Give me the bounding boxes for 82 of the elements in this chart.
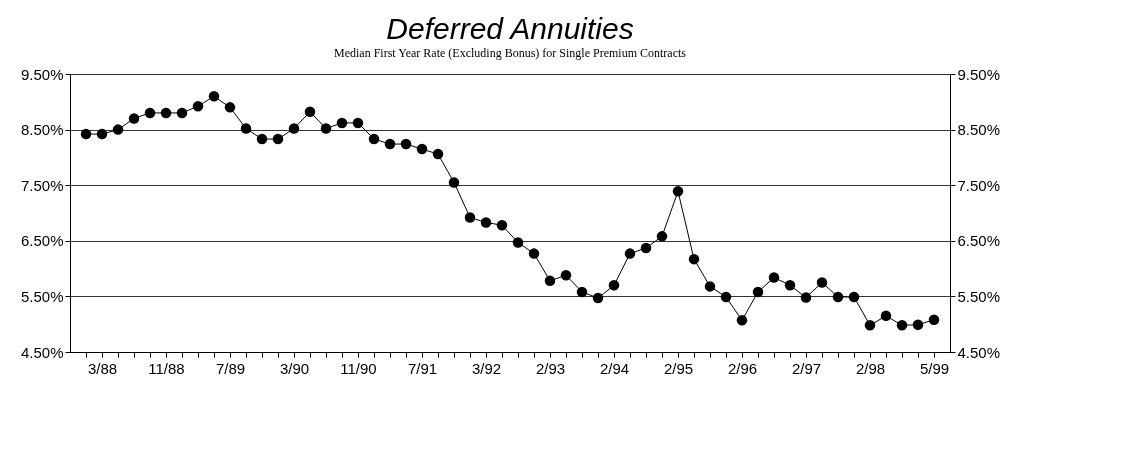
point xyxy=(160,107,172,119)
point xyxy=(832,291,844,303)
point xyxy=(272,133,284,145)
point xyxy=(304,106,316,118)
y2-tick-label: 4.50% xyxy=(957,343,1001,361)
point xyxy=(592,292,604,304)
x-tick-label: 11/88 xyxy=(148,359,185,377)
point xyxy=(96,128,108,140)
x-tick-label: 7/89 xyxy=(215,359,246,377)
y-tick-label: 8.50% xyxy=(20,121,64,139)
point xyxy=(576,286,588,298)
point xyxy=(848,291,860,303)
x-tick-label: 11/90 xyxy=(340,359,377,377)
point xyxy=(608,280,620,291)
point xyxy=(496,220,508,231)
y-tick-label: 5.50% xyxy=(20,287,64,305)
point xyxy=(240,123,252,134)
point xyxy=(176,107,188,119)
point xyxy=(192,101,204,112)
chart-title: Deferred Annuities xyxy=(386,12,634,45)
point xyxy=(128,113,140,124)
point xyxy=(464,212,476,223)
y2-tick-label: 6.50% xyxy=(957,232,1001,250)
point xyxy=(688,253,700,265)
x-tick-label: 3/92 xyxy=(471,359,502,377)
point xyxy=(416,143,428,155)
x-tick-label: 2/98 xyxy=(855,359,886,377)
point xyxy=(560,270,572,281)
point xyxy=(112,124,124,135)
point xyxy=(544,275,556,287)
point xyxy=(288,123,300,134)
point xyxy=(448,177,460,188)
point xyxy=(624,248,636,259)
point xyxy=(400,138,412,150)
point xyxy=(896,320,908,331)
point xyxy=(704,281,716,292)
y2-tick-label: 7.50% xyxy=(957,176,1001,194)
point xyxy=(336,117,348,129)
x-tick-label: 3/88 xyxy=(87,359,118,377)
x-tick-label: 2/97 xyxy=(791,359,822,377)
point xyxy=(208,91,220,102)
point xyxy=(640,242,652,254)
point xyxy=(768,272,780,283)
point xyxy=(224,102,236,113)
y-tick-label: 4.50% xyxy=(20,343,64,361)
x-tick-label: 2/93 xyxy=(535,359,566,377)
point xyxy=(256,133,268,145)
y-tick-label: 7.50% xyxy=(20,176,64,194)
point xyxy=(80,128,92,140)
point xyxy=(880,310,892,322)
y2-tick-label: 8.50% xyxy=(957,121,1001,139)
point xyxy=(720,291,732,303)
point xyxy=(320,123,332,134)
x-tick-label: 2/96 xyxy=(727,359,758,377)
x-tick-label: 2/95 xyxy=(663,359,694,377)
point xyxy=(928,314,940,325)
point xyxy=(752,286,764,298)
point xyxy=(784,280,796,291)
point xyxy=(672,186,684,197)
y2-tick-label: 5.50% xyxy=(957,287,1001,305)
x-tick-label: 7/91 xyxy=(407,359,438,377)
x-tick-label: 3/90 xyxy=(279,359,310,377)
point xyxy=(144,107,156,119)
point xyxy=(384,138,396,150)
point xyxy=(736,315,748,326)
point xyxy=(864,320,876,331)
point xyxy=(512,237,524,248)
point xyxy=(816,277,828,288)
x-tick-label: 2/94 xyxy=(599,359,630,377)
point xyxy=(432,148,444,160)
point xyxy=(528,248,540,259)
chart-subtitle: Median First Year Rate (Excluding Bonus) for Single Premium Contracts xyxy=(334,46,687,60)
point xyxy=(912,319,924,330)
point xyxy=(368,133,380,145)
y-tick-label: 6.50% xyxy=(20,232,64,250)
point xyxy=(480,217,492,228)
point xyxy=(352,117,364,129)
point xyxy=(656,231,668,242)
y-tick-label: 9.50% xyxy=(20,65,64,83)
point xyxy=(800,292,812,303)
x-tick-label: 5/99 xyxy=(919,359,950,377)
y2-tick-label: 9.50% xyxy=(957,65,1001,83)
